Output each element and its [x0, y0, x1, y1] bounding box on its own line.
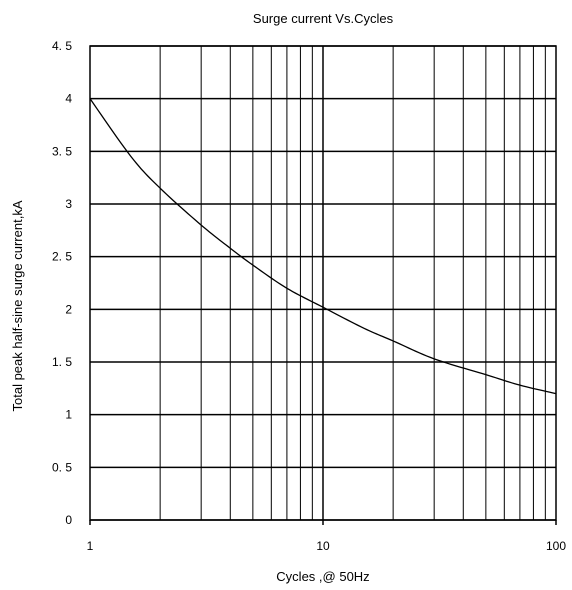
chart-title: Surge current Vs.Cycles [253, 11, 394, 26]
y-tick-label: 2 [65, 302, 72, 316]
series-line-surge-current [89, 98, 557, 395]
y-tick-label: 3. 5 [52, 144, 72, 158]
x-tick-label: 1 [87, 539, 94, 553]
plot-frame [89, 45, 557, 525]
y-axis-label: Total peak half-sine surge current,kA [10, 200, 25, 411]
y-tick-label: 1 [65, 408, 72, 422]
y-tick-label: 4. 5 [52, 39, 72, 53]
x-tick-label: 10 [316, 539, 330, 553]
x-tick-label: 100 [546, 539, 566, 553]
y-tick-labels: 0 0. 5 1 1. 5 2 2. 5 3 3. 5 4 4. 5 [52, 39, 72, 527]
y-tick-label: 2. 5 [52, 250, 72, 264]
y-tick-label: 4 [65, 92, 72, 106]
y-tick-label: 0. 5 [52, 460, 72, 474]
x-axis-label: Cycles ,@ 50Hz [276, 569, 369, 584]
series-layer [89, 98, 557, 395]
grid [90, 45, 556, 521]
y-tick-label: 1. 5 [52, 355, 72, 369]
x-tick-labels: 1 10 100 [87, 539, 567, 553]
y-tick-label: 3 [65, 197, 72, 211]
y-tick-label: 0 [65, 513, 72, 527]
